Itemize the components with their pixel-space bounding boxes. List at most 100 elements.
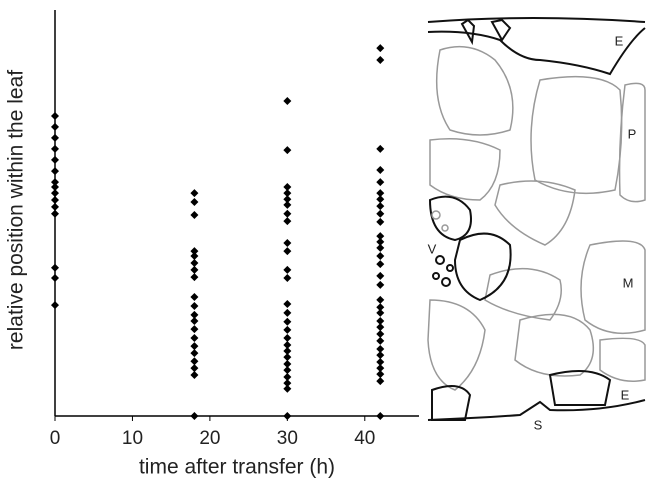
point xyxy=(283,200,292,209)
point xyxy=(283,308,292,317)
point xyxy=(51,263,59,272)
point xyxy=(283,360,292,369)
point xyxy=(190,349,199,358)
x-tick-label: 30 xyxy=(277,428,298,449)
point xyxy=(376,252,385,261)
point xyxy=(190,252,199,261)
point xyxy=(190,258,199,267)
point xyxy=(51,301,59,310)
point xyxy=(283,189,292,198)
point xyxy=(376,303,385,312)
point xyxy=(51,122,59,131)
point xyxy=(376,377,385,386)
point xyxy=(376,280,385,289)
label-palisade: P xyxy=(628,126,637,141)
point xyxy=(376,217,385,226)
x-tick-label: 20 xyxy=(199,428,220,449)
point xyxy=(376,316,385,325)
point xyxy=(376,336,385,345)
point xyxy=(283,325,292,334)
point xyxy=(283,195,292,204)
x-tick-label: 40 xyxy=(354,428,375,449)
point xyxy=(51,196,59,205)
label-mesophyll: M xyxy=(623,275,634,290)
point xyxy=(376,195,385,204)
point xyxy=(190,370,199,379)
point xyxy=(190,342,199,351)
point xyxy=(376,295,385,304)
point xyxy=(376,271,385,280)
point xyxy=(376,364,385,373)
point xyxy=(190,211,199,220)
point xyxy=(283,379,292,388)
point xyxy=(51,167,59,176)
point xyxy=(190,412,199,420)
point xyxy=(376,144,385,153)
point xyxy=(190,357,199,366)
point xyxy=(283,340,292,349)
point xyxy=(51,178,59,187)
point xyxy=(376,358,385,367)
point xyxy=(190,247,199,256)
label-vein: V xyxy=(428,241,437,256)
point xyxy=(376,202,385,211)
point xyxy=(283,96,292,105)
point xyxy=(51,144,59,153)
y-axis-label: relative position within the leaf xyxy=(5,70,28,350)
point xyxy=(376,329,385,338)
point xyxy=(51,183,59,192)
point xyxy=(376,189,385,198)
point xyxy=(283,265,292,274)
point xyxy=(190,189,199,198)
point xyxy=(190,364,199,373)
point xyxy=(51,155,59,164)
point xyxy=(51,133,59,142)
label-stoma: S xyxy=(534,417,543,432)
point xyxy=(283,366,292,375)
x-tick-label: 0 xyxy=(50,428,61,449)
point xyxy=(190,301,199,310)
leaf-illustration: E P V M E S xyxy=(427,17,646,432)
point xyxy=(283,334,292,343)
point xyxy=(376,55,385,64)
point xyxy=(190,310,199,319)
point xyxy=(283,146,292,155)
point xyxy=(51,189,59,198)
point xyxy=(376,209,385,218)
point xyxy=(283,299,292,308)
point xyxy=(283,384,292,393)
point xyxy=(51,273,59,282)
point xyxy=(283,353,292,362)
x-axis-label: time after transfer (h) xyxy=(139,456,335,479)
point xyxy=(283,209,292,218)
point xyxy=(51,209,59,218)
point xyxy=(376,260,385,269)
point xyxy=(51,202,59,211)
point xyxy=(376,323,385,332)
label-epidermis-lower: E xyxy=(621,387,630,402)
point xyxy=(376,308,385,317)
point xyxy=(376,351,385,360)
point xyxy=(376,178,385,187)
point xyxy=(376,370,385,379)
point xyxy=(376,232,385,241)
point xyxy=(283,239,292,248)
point xyxy=(376,412,385,420)
point xyxy=(283,412,292,420)
point xyxy=(283,317,292,326)
point xyxy=(283,347,292,356)
point xyxy=(283,373,292,382)
point xyxy=(190,265,199,274)
x-tick-label: 10 xyxy=(122,428,143,449)
point xyxy=(190,198,199,207)
point xyxy=(376,165,385,174)
point xyxy=(376,243,385,252)
point xyxy=(376,44,385,53)
point xyxy=(283,217,292,226)
point xyxy=(283,183,292,192)
point xyxy=(190,273,199,282)
point xyxy=(376,345,385,354)
point xyxy=(51,111,59,120)
point xyxy=(190,293,199,302)
